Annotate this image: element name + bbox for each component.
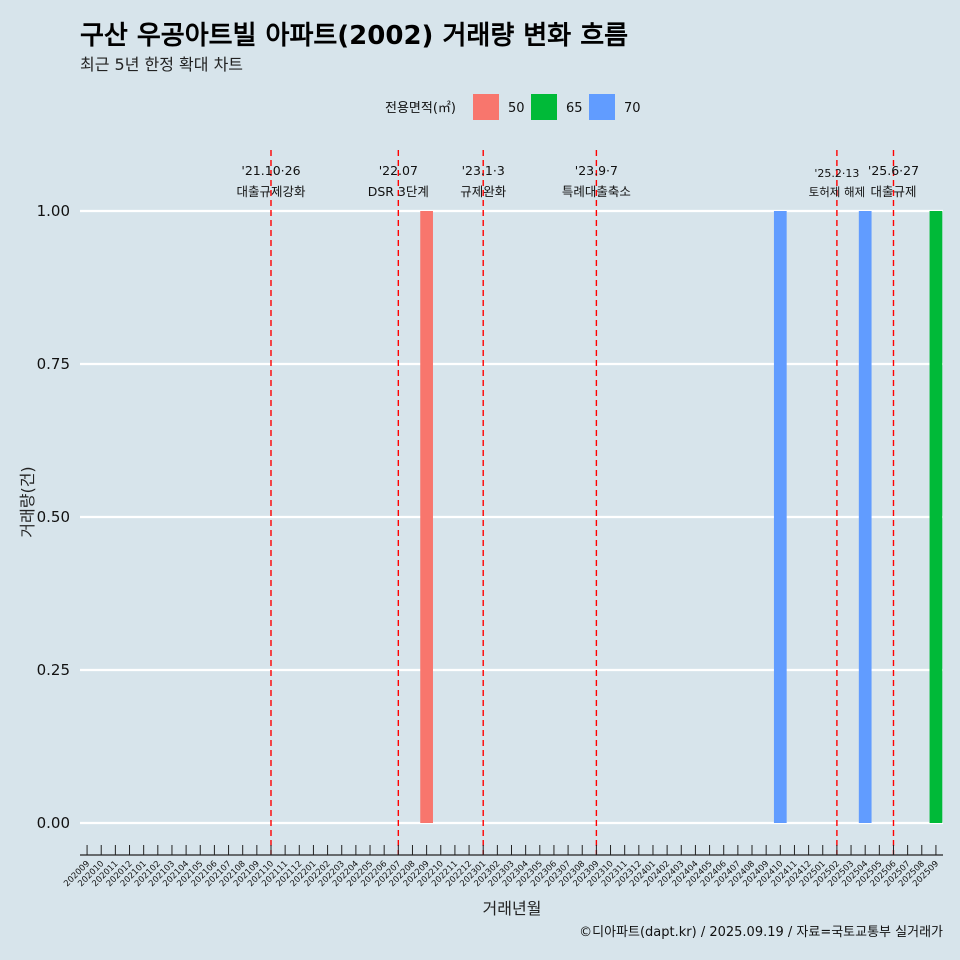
bar-202509-65 xyxy=(929,211,943,823)
y-tick-label: 1.00 xyxy=(37,202,70,220)
legend-label-50: 50 xyxy=(508,101,525,116)
annotation-label: 특례대출축소 xyxy=(562,184,631,199)
annotation-date: '23.9·7 xyxy=(575,163,618,178)
chart-title: 구산 우공아트빌 아파트(2002) 거래량 변화 흐름 xyxy=(80,21,628,51)
policy-lines xyxy=(270,150,895,855)
annotation-label: 대출규제 xyxy=(870,184,916,199)
y-axis-title: 거래량(건) xyxy=(18,466,37,537)
y-tick-label: 0.00 xyxy=(37,814,70,832)
bars xyxy=(420,211,943,823)
chart-caption: ©디아파트(dapt.kr) / 2025.09.19 / 자료=국토교통부 실… xyxy=(579,925,943,940)
annotation-label: 규제완화 xyxy=(460,184,507,199)
annotation-label: 대출규제강화 xyxy=(236,184,306,199)
legend: 전용면적(㎡) 50 65 70 xyxy=(385,94,641,120)
y-tick-label: 0.50 xyxy=(37,508,70,526)
bar-202209-50 xyxy=(420,211,433,823)
legend-swatch-65 xyxy=(531,94,557,120)
legend-title: 전용면적(㎡) xyxy=(385,101,456,116)
annotation-label: 토허제 해제 xyxy=(809,185,866,199)
y-tick-label: 0.75 xyxy=(37,355,70,373)
gridlines xyxy=(80,209,943,825)
bar-202410-70 xyxy=(773,211,787,823)
annotation-date: '25.6·27 xyxy=(868,163,919,178)
legend-label-65: 65 xyxy=(566,101,583,116)
policy-annotations: '21.10·26 대출규제강화 '22.07 DSR 3단계 '23.1·3 규제완화 '… xyxy=(236,163,919,199)
legend-swatch-70 xyxy=(589,94,615,120)
chart-subtitle: 최근 5년 한정 확대 차트 xyxy=(80,55,243,74)
annotation-date: '22.07 xyxy=(379,163,418,178)
annotation-date: '23.1·3 xyxy=(462,163,505,178)
legend-swatch-50 xyxy=(473,94,499,120)
y-tick-label: 0.25 xyxy=(37,661,70,679)
annotation-date: '21.10·26 xyxy=(241,163,300,178)
axes: 0.000.250.500.751.0020200920201020201120… xyxy=(37,202,943,889)
x-axis-title: 거래년월 xyxy=(483,899,542,918)
annotation-date: '25.2·13 xyxy=(814,167,859,180)
legend-label-70: 70 xyxy=(624,101,641,116)
annotation-label: DSR 3단계 xyxy=(368,184,429,199)
bar-202504-70 xyxy=(858,211,872,823)
